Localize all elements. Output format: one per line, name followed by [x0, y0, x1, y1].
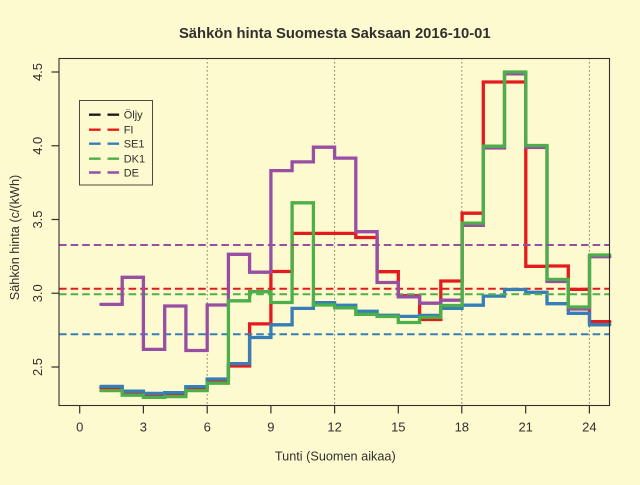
svg-text:3.5: 3.5: [30, 210, 45, 228]
svg-text:DE: DE: [124, 168, 139, 180]
svg-text:18: 18: [455, 420, 469, 435]
svg-text:SE1: SE1: [124, 139, 145, 151]
svg-text:9: 9: [267, 420, 274, 435]
svg-text:Sähkön hinta (c/(kWh): Sähkön hinta (c/(kWh): [8, 175, 22, 301]
svg-text:4.0: 4.0: [30, 137, 45, 155]
svg-text:Tunti (Suomen aikaa): Tunti (Suomen aikaa): [275, 450, 396, 464]
svg-text:24: 24: [582, 420, 596, 435]
svg-text:21: 21: [518, 420, 532, 435]
svg-text:12: 12: [327, 420, 341, 435]
svg-text:Öljy: Öljy: [124, 110, 143, 122]
svg-text:0: 0: [76, 420, 83, 435]
svg-text:3: 3: [140, 420, 147, 435]
svg-text:15: 15: [391, 420, 405, 435]
svg-text:3.0: 3.0: [30, 284, 45, 302]
svg-text:FI: FI: [124, 125, 134, 137]
svg-text:6: 6: [204, 420, 211, 435]
svg-text:4.5: 4.5: [30, 63, 45, 81]
svg-text:Sähkön hinta Suomesta Saksaan: Sähkön hinta Suomesta Saksaan 2016-10-01: [179, 26, 491, 42]
svg-text:2.5: 2.5: [30, 358, 45, 376]
svg-text:DK1: DK1: [124, 154, 145, 166]
